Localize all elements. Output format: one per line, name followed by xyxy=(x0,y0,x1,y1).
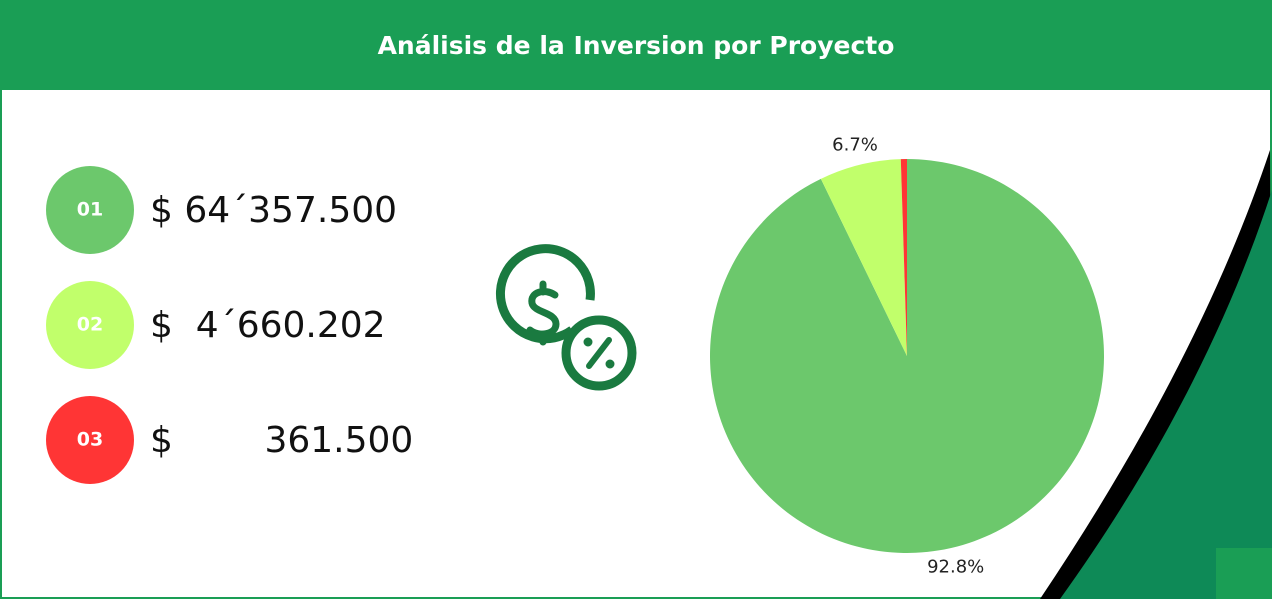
header-title: Análisis de la Inversion por Proyecto xyxy=(378,31,895,60)
decor-square xyxy=(1216,548,1272,599)
slice-label: 92.8% xyxy=(927,556,984,577)
dollar-circle xyxy=(495,244,595,344)
dollar-sign xyxy=(526,280,560,346)
header-band xyxy=(0,0,1272,90)
pie-slice xyxy=(900,159,907,356)
decor-fill xyxy=(1060,190,1272,599)
item-badge xyxy=(46,281,134,369)
item-badge xyxy=(46,166,134,254)
money-icon xyxy=(495,244,637,391)
item-number: 01 xyxy=(77,199,103,221)
percent-slash xyxy=(586,337,612,369)
item-badge xyxy=(46,396,134,484)
slice-label: 6.7% xyxy=(832,134,878,155)
percent-dot xyxy=(583,337,593,347)
percent-dot xyxy=(605,359,615,369)
item-number: 02 xyxy=(77,314,103,336)
pie-slice xyxy=(709,159,1104,553)
pie-slice xyxy=(820,159,907,356)
item-amount: $ 64´357.500 xyxy=(150,190,397,231)
percent-circle xyxy=(561,315,637,391)
item-number: 03 xyxy=(77,429,103,451)
item-amount: $ 361.500 xyxy=(150,420,413,461)
item-amount: $ 4´660.202 xyxy=(150,305,386,346)
